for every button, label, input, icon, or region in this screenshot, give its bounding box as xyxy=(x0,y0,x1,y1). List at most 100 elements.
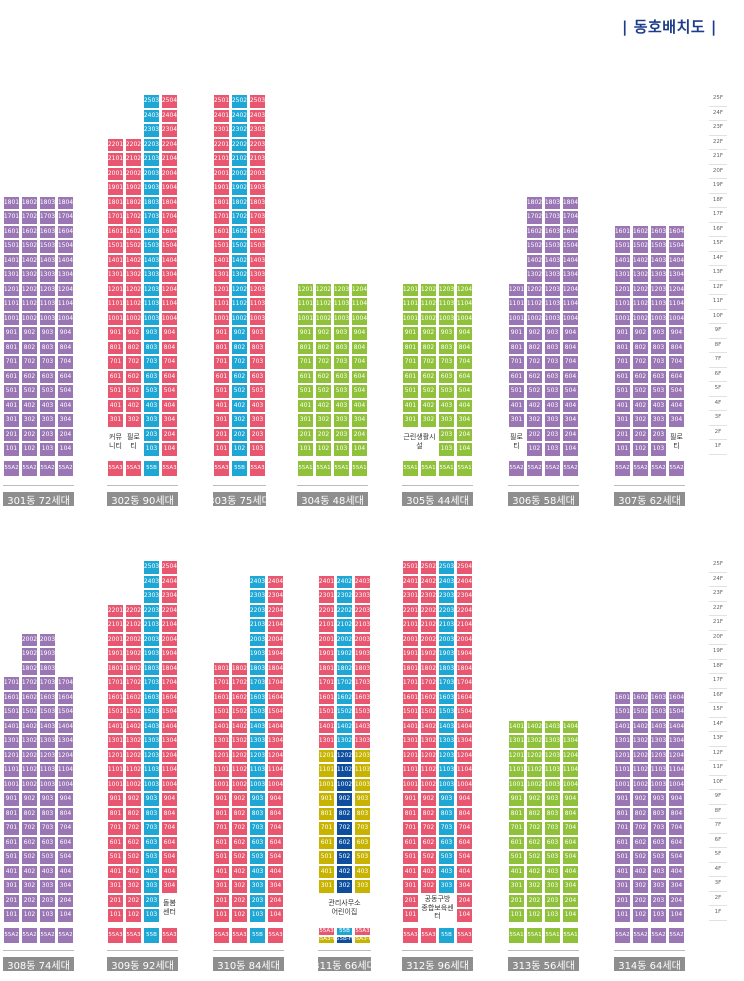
unit-cell: 704 xyxy=(456,355,473,370)
unit-cell: 1001 xyxy=(107,311,124,326)
unit-cell: 102 xyxy=(21,908,38,923)
unit-cell: 601 xyxy=(614,369,631,384)
building-baseline xyxy=(318,950,371,951)
unit-cell: 2003 xyxy=(249,632,266,647)
unit-cell: 1502 xyxy=(420,705,437,720)
unit-cell: 701 xyxy=(318,821,335,836)
unit-cell: 1004 xyxy=(456,777,473,792)
unit-cell: 1203 xyxy=(249,282,266,297)
unit-cell: 703 xyxy=(333,355,350,370)
unit-cell: 604 xyxy=(562,835,579,850)
unit-cell: 1304 xyxy=(668,268,685,283)
unit-cell: 1303 xyxy=(438,734,455,749)
unit-cell: 2202 xyxy=(231,137,248,152)
unit-cell: 1901 xyxy=(107,647,124,662)
unit-cell: 304 xyxy=(668,879,685,894)
unit-cell: 901 xyxy=(614,326,631,341)
unit-cell: 1404 xyxy=(668,719,685,734)
unit-cell: 703 xyxy=(650,355,667,370)
unit-cell: 403 xyxy=(544,864,561,879)
unit-cell: 702 xyxy=(336,821,353,836)
unit-cell: 604 xyxy=(668,835,685,850)
unit-type-tag: 55A2 xyxy=(508,460,525,477)
unit-cell: 1301 xyxy=(318,734,335,749)
unit-cell: 2201 xyxy=(107,137,124,152)
unit-cell: 1403 xyxy=(39,719,56,734)
unit-type-tag: 55A1 xyxy=(351,460,368,477)
unit-cell: 1704 xyxy=(267,676,284,691)
unit-cell: 502 xyxy=(231,850,248,865)
unit-cell: 704 xyxy=(57,355,74,370)
unit-cell: 1102 xyxy=(125,297,142,312)
unit-cell: 301 xyxy=(508,413,525,428)
unit-cell: 1902 xyxy=(125,647,142,662)
building-baseline xyxy=(402,950,473,951)
unit-cell: 502 xyxy=(125,850,142,865)
unit-cell: 704 xyxy=(562,821,579,836)
unit-cell: 602 xyxy=(420,835,437,850)
unit-cell: 103 xyxy=(544,908,561,923)
unit-cell: 1204 xyxy=(562,748,579,763)
unit-cell: 104 xyxy=(57,442,74,457)
unit-cell: 402 xyxy=(21,864,38,879)
unit-type-tag: 55A2 xyxy=(562,460,579,477)
unit-cell: 1801 xyxy=(402,661,419,676)
unit-cell: 703 xyxy=(143,355,160,370)
floor-scale-label: 5F xyxy=(709,381,727,397)
unit-cell: 401 xyxy=(3,398,20,413)
unit-cell: 703 xyxy=(39,355,56,370)
unit-cell: 104 xyxy=(57,908,74,923)
unit-cell: 303 xyxy=(650,413,667,428)
unit-cell: 1003 xyxy=(333,311,350,326)
unit-cell: 2304 xyxy=(161,123,178,138)
unit-cell: 1404 xyxy=(161,253,178,268)
unit-cell: 1401 xyxy=(3,719,20,734)
unit-cell: 304 xyxy=(562,879,579,894)
unit-cell: 802 xyxy=(21,340,38,355)
unit-cell: 1002 xyxy=(231,311,248,326)
floor-scale-label: 25F xyxy=(709,557,727,573)
building-label: 306동 58세대 xyxy=(508,492,579,507)
unit-cell: 703 xyxy=(143,821,160,836)
unit-cell: 1404 xyxy=(267,719,284,734)
unit-cell: 2104 xyxy=(161,152,178,167)
unit-cell: 1502 xyxy=(632,705,649,720)
unit-cell: 2202 xyxy=(125,603,142,618)
unit-cell: 1502 xyxy=(336,705,353,720)
unit-cell: 101 xyxy=(3,908,20,923)
unit-cell: 1402 xyxy=(526,253,543,268)
unit-cell: 1104 xyxy=(161,297,178,312)
unit-cell: 503 xyxy=(143,384,160,399)
unit-cell: 301 xyxy=(614,413,631,428)
unit-cell: 1901 xyxy=(107,181,124,196)
unit-cell: 1304 xyxy=(668,734,685,749)
unit-cell: 2203 xyxy=(143,603,160,618)
floor-scale-label: 10F xyxy=(709,309,727,324)
unit-cell: 804 xyxy=(57,340,74,355)
unit-cell: 1004 xyxy=(562,777,579,792)
unit-cell: 101 xyxy=(213,908,230,923)
unit-cell: 1003 xyxy=(438,777,455,792)
floor-scale-label: 3F xyxy=(709,410,727,426)
unit-cell: 902 xyxy=(125,792,142,807)
unit-cell: 1103 xyxy=(249,297,266,312)
unit-cell: 2303 xyxy=(438,589,455,604)
unit-cell: 1602 xyxy=(336,690,353,705)
unit-cell: 702 xyxy=(632,355,649,370)
unit-cell: 2004 xyxy=(267,632,284,647)
building-label: 301동 72세대 xyxy=(3,492,74,507)
unit-cell: 2203 xyxy=(249,603,266,618)
unit-cell: 1602 xyxy=(21,690,38,705)
unit-cell: 2003 xyxy=(438,632,455,647)
unit-cell: 202 xyxy=(526,427,543,442)
unit-cell: 803 xyxy=(544,806,561,821)
unit-cell: 204 xyxy=(161,427,178,442)
unit-cell: 401 xyxy=(213,398,230,413)
unit-cell: 401 xyxy=(402,398,419,413)
unit-cell: 2101 xyxy=(402,618,419,633)
unit-cell: 1204 xyxy=(161,748,178,763)
unit-cell: 1202 xyxy=(231,748,248,763)
unit-cell: 401 xyxy=(508,398,525,413)
floor-scale-label: 13F xyxy=(709,731,727,747)
unit-cell: 201 xyxy=(213,427,230,442)
